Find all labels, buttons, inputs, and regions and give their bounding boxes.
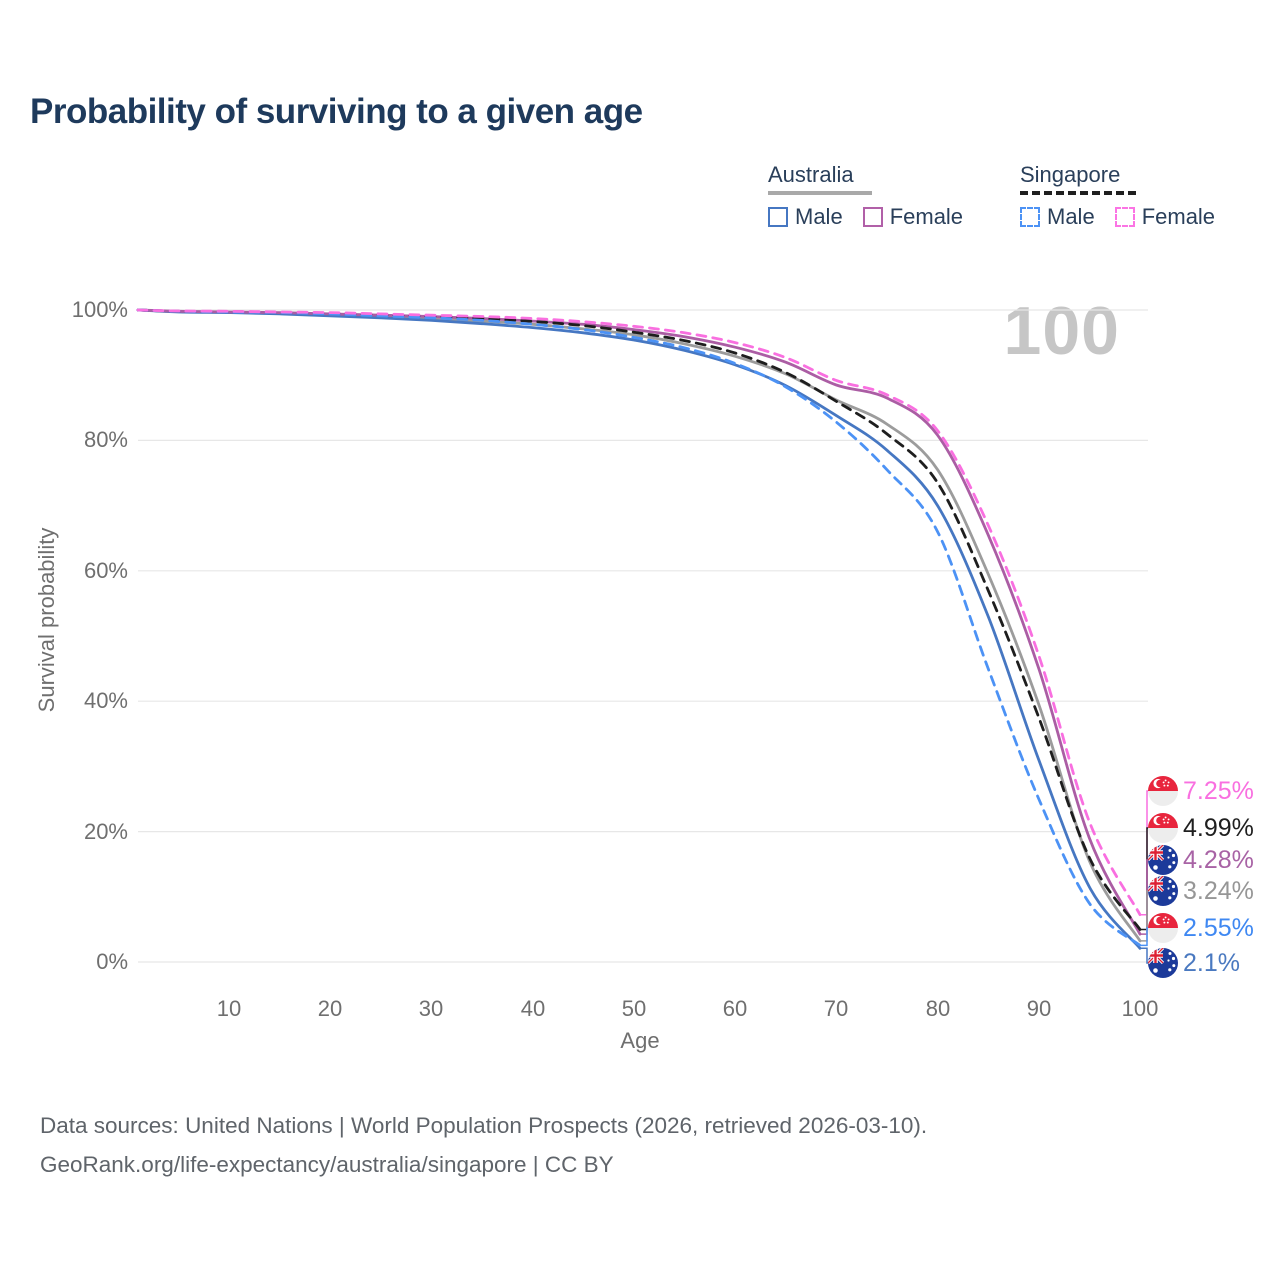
- curve-sg-male: [136, 308, 1142, 947]
- curve-au-male: [136, 308, 1142, 950]
- curve-au-female: [136, 308, 1142, 936]
- end-value: 7.25%: [1183, 776, 1254, 805]
- legend-item-australia-female[interactable]: Female: [862, 204, 963, 230]
- end-value: 2.55%: [1183, 913, 1254, 942]
- singapore-flag-icon: [1148, 813, 1178, 843]
- legend-item-singapore-female[interactable]: Female: [1114, 204, 1215, 230]
- x-axis-title: Age: [620, 1028, 660, 1053]
- australia-flag-icon: [1148, 876, 1178, 906]
- gridlines: [138, 309, 1148, 963]
- australia-female-swatch-icon: [862, 207, 883, 227]
- australia-flag-icon: [1148, 948, 1178, 978]
- y-tick-100: 100%: [71, 297, 128, 322]
- singapore-flag-icon: [1148, 776, 1178, 806]
- chart-title: Probability of surviving to a given age: [30, 92, 643, 131]
- end-label-australia-female: 4.28%: [1148, 843, 1254, 877]
- data-source-note: Data sources: United Nations | World Pop…: [40, 1106, 927, 1184]
- data-source-line1: Data sources: United Nations | World Pop…: [40, 1113, 928, 1138]
- australia-total-line-swatch: [768, 191, 872, 195]
- curve-sg-female: [136, 308, 1142, 917]
- legend: Australia Male Female Singapore: [768, 162, 1268, 242]
- y-tick-60: 60%: [83, 558, 128, 583]
- data-source-line2: GeoRank.org/life-expectancy/australia/si…: [40, 1152, 614, 1177]
- survival-curves: [136, 308, 1142, 950]
- legend-singapore-label[interactable]: Singapore: [1020, 162, 1121, 187]
- legend-group-title-singapore[interactable]: Singapore: [1020, 162, 1215, 195]
- curve-sg-total: [136, 308, 1142, 931]
- end-label-singapore-male: 2.55%: [1148, 911, 1254, 945]
- end-label-singapore-female: 7.25%: [1148, 774, 1254, 808]
- x-tick-100: 100: [1121, 996, 1159, 1021]
- x-tick-60: 60: [722, 996, 748, 1021]
- legend-item-australia-male[interactable]: Male: [768, 204, 843, 230]
- end-label-australia-male: 2.1%: [1148, 946, 1240, 980]
- singapore-female-swatch-icon: [1114, 207, 1135, 227]
- end-value: 2.1%: [1183, 948, 1240, 977]
- x-tick-40: 40: [520, 996, 546, 1021]
- legend-item-singapore-male[interactable]: Male: [1020, 204, 1095, 230]
- legend-group-title-australia[interactable]: Australia: [768, 162, 963, 195]
- y-tick-40: 40%: [83, 688, 128, 713]
- singapore-total-line-swatch: [1020, 191, 1136, 195]
- end-value: 3.24%: [1183, 876, 1254, 905]
- x-tick-70: 70: [823, 996, 849, 1021]
- australia-flag-icon: [1148, 845, 1178, 875]
- hover-age-watermark: 100: [1003, 293, 1120, 369]
- legend-group-singapore: Singapore Male Female: [1020, 162, 1215, 230]
- y-tick-80: 80%: [83, 427, 128, 452]
- end-label-singapore-total: 4.99%: [1148, 811, 1254, 845]
- end-value: 4.28%: [1183, 845, 1254, 874]
- y-tick-20: 20%: [83, 819, 128, 844]
- legend-australia-label[interactable]: Australia: [768, 162, 854, 187]
- legend-group-australia: Australia Male Female: [768, 162, 963, 230]
- x-tick-80: 80: [925, 996, 951, 1021]
- australia-male-swatch-icon: [768, 207, 788, 227]
- singapore-male-swatch-icon: [1020, 207, 1040, 227]
- x-tick-10: 10: [216, 996, 242, 1021]
- x-tick-50: 50: [621, 996, 647, 1021]
- x-tick-30: 30: [418, 996, 444, 1021]
- curve-au-total: [136, 308, 1142, 943]
- x-tick-90: 90: [1026, 996, 1052, 1021]
- y-tick-0: 0%: [96, 949, 128, 974]
- end-value: 4.99%: [1183, 813, 1254, 842]
- x-tick-20: 20: [317, 996, 343, 1021]
- singapore-flag-icon: [1148, 913, 1178, 943]
- end-label-australia-total: 3.24%: [1148, 874, 1254, 908]
